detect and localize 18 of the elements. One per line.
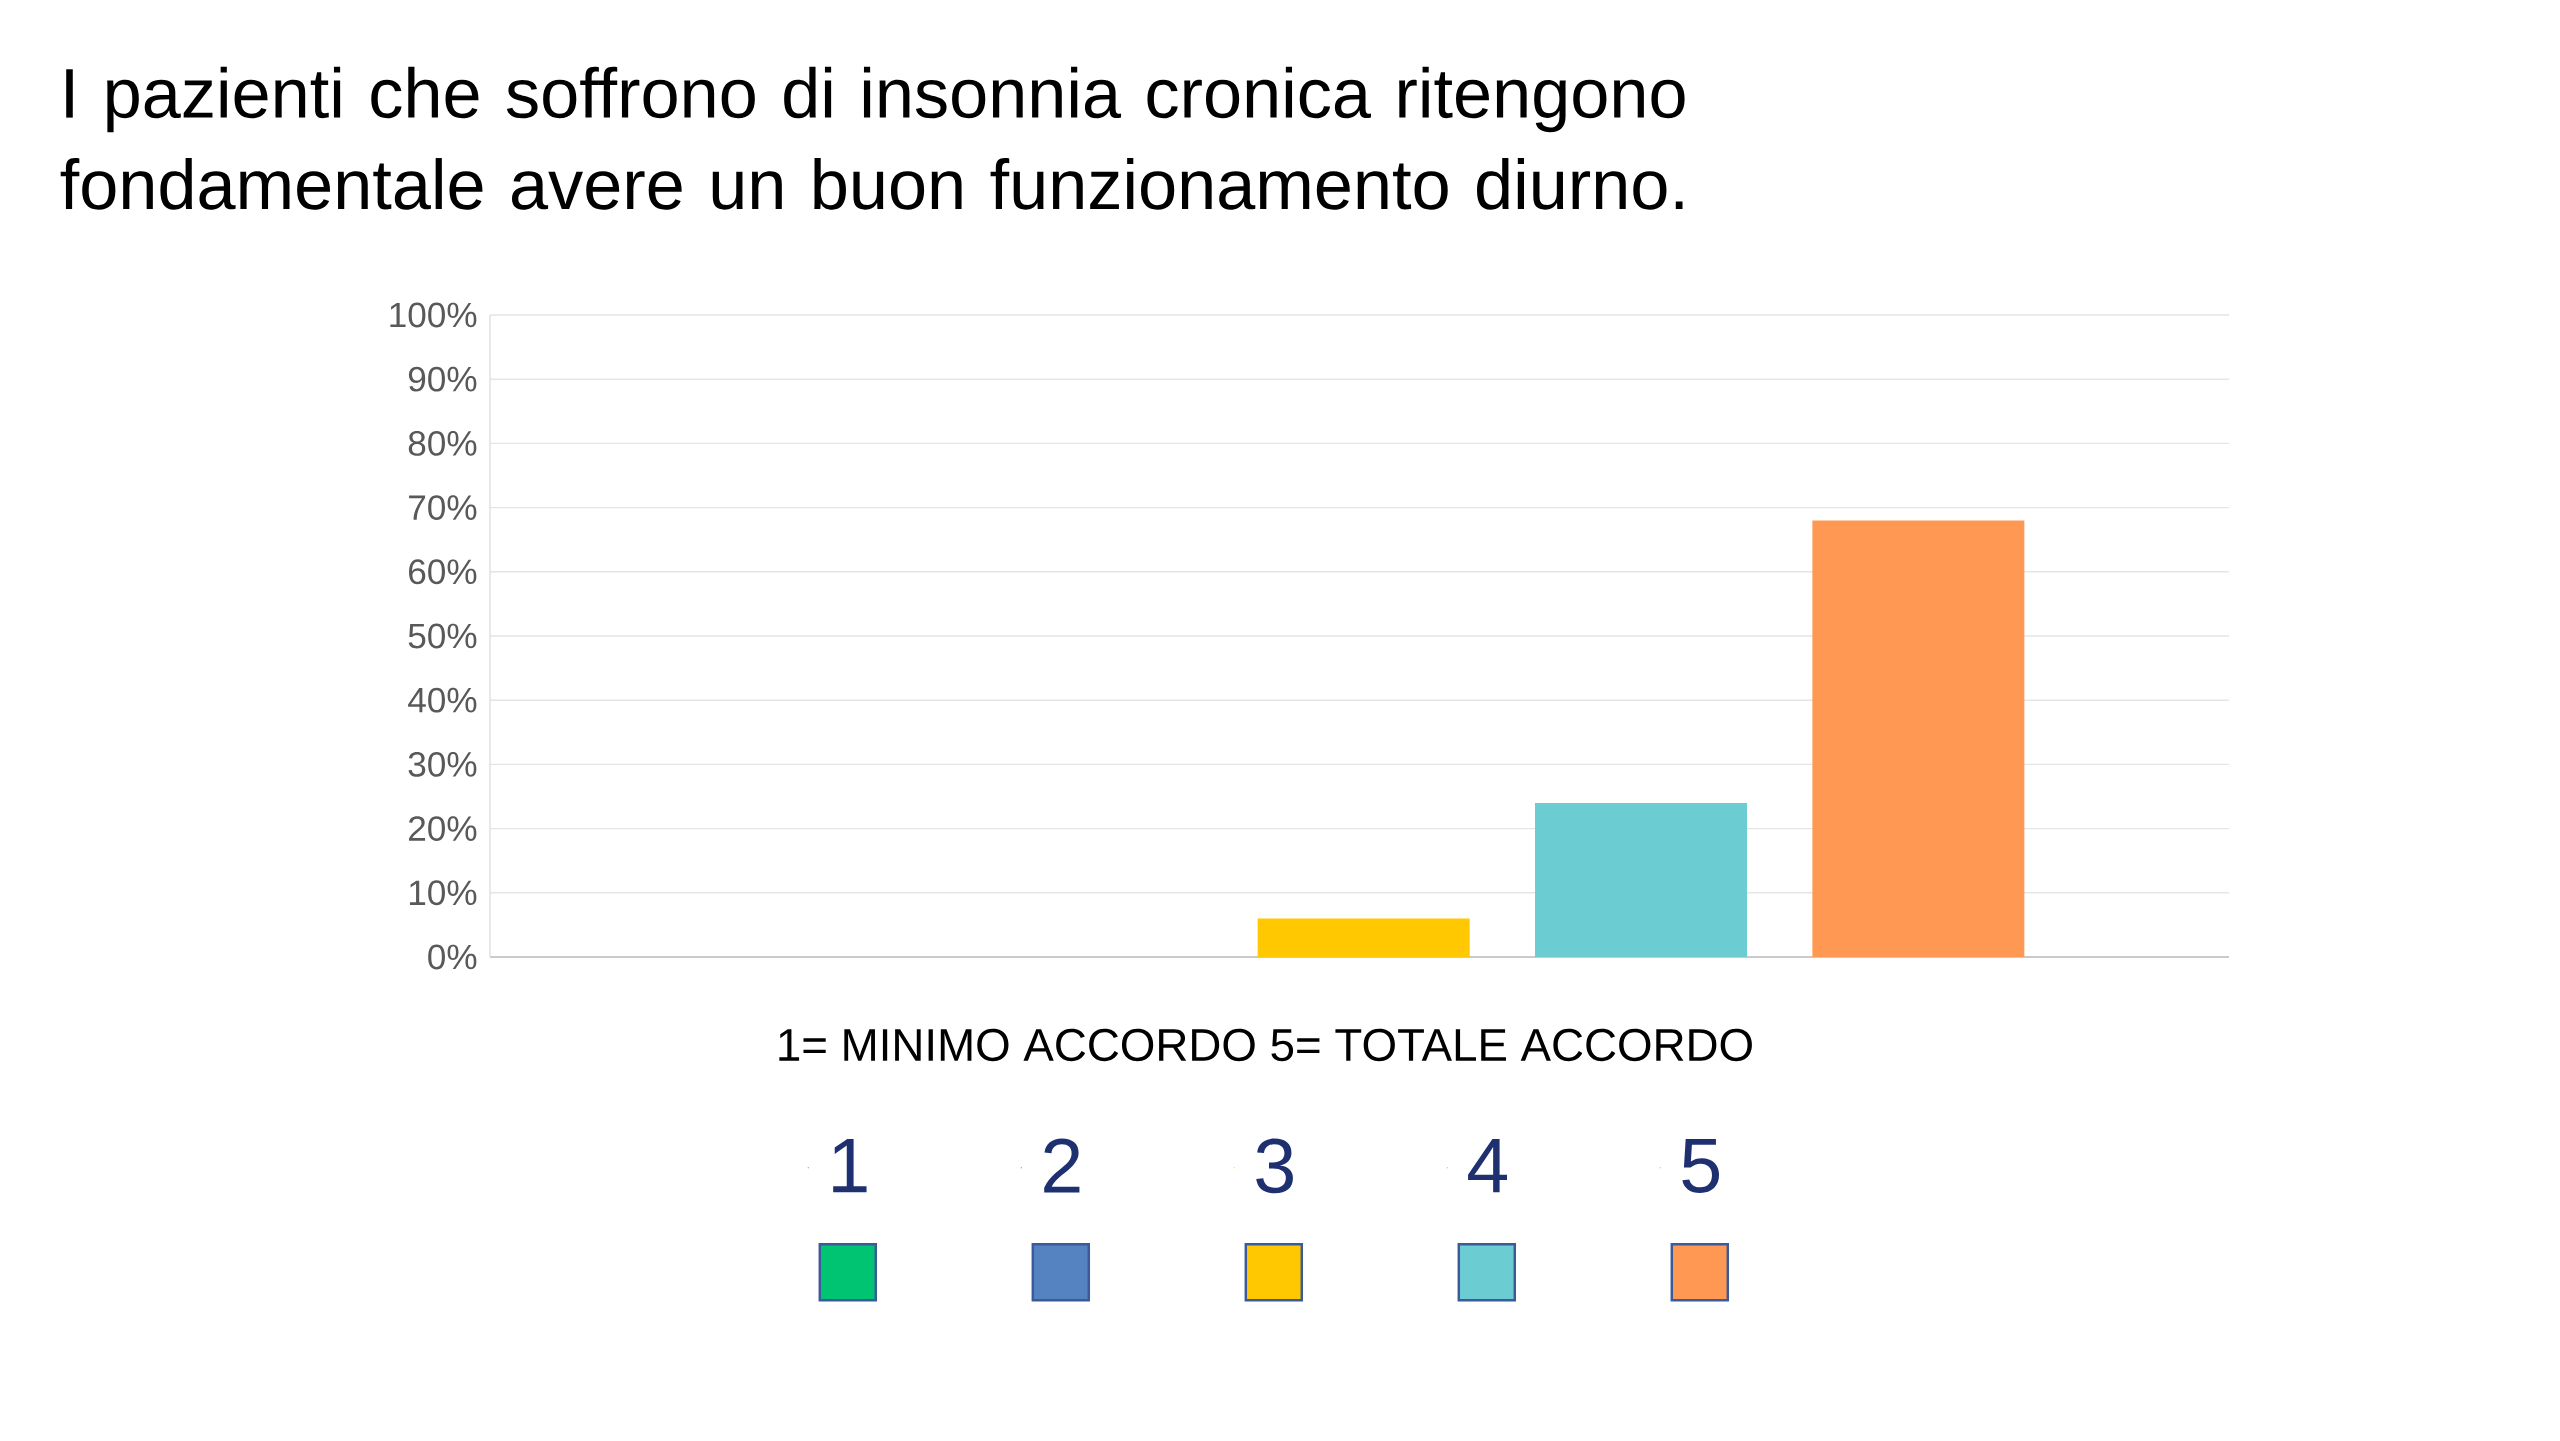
y-tick-label: 10% <box>409 880 477 906</box>
y-tick-label: 90% <box>408 366 477 392</box>
legend-label: 3 <box>1256 1138 1293 1194</box>
y-tick-label: 100% <box>390 302 477 328</box>
chart-title: I pazienti che soffrono di insonnia cronica ritengono fondamentale avere un buon funzionamento diurno. <box>60 66 1685 210</box>
y-tick-label: 30% <box>408 751 477 777</box>
legend-label: 4 <box>1468 1138 1508 1193</box>
y-tick-label: 0% <box>428 944 477 970</box>
y-tick-label: 40% <box>408 687 477 713</box>
legend-label: 2 <box>1044 1138 1080 1193</box>
y-tick-label: 50% <box>408 623 477 649</box>
y-tick-label: 80% <box>408 430 477 456</box>
y-tick-label: 70% <box>409 495 477 521</box>
y-tick-label: 20% <box>409 816 477 842</box>
legend-label: 5 <box>1682 1138 1720 1193</box>
legend-label: 1 <box>833 1138 867 1193</box>
y-tick-label: 60% <box>409 559 477 585</box>
x-axis-title: 1= MINIMO ACCORDO 5= TOTALE ACCORDO <box>779 1028 1752 1062</box>
